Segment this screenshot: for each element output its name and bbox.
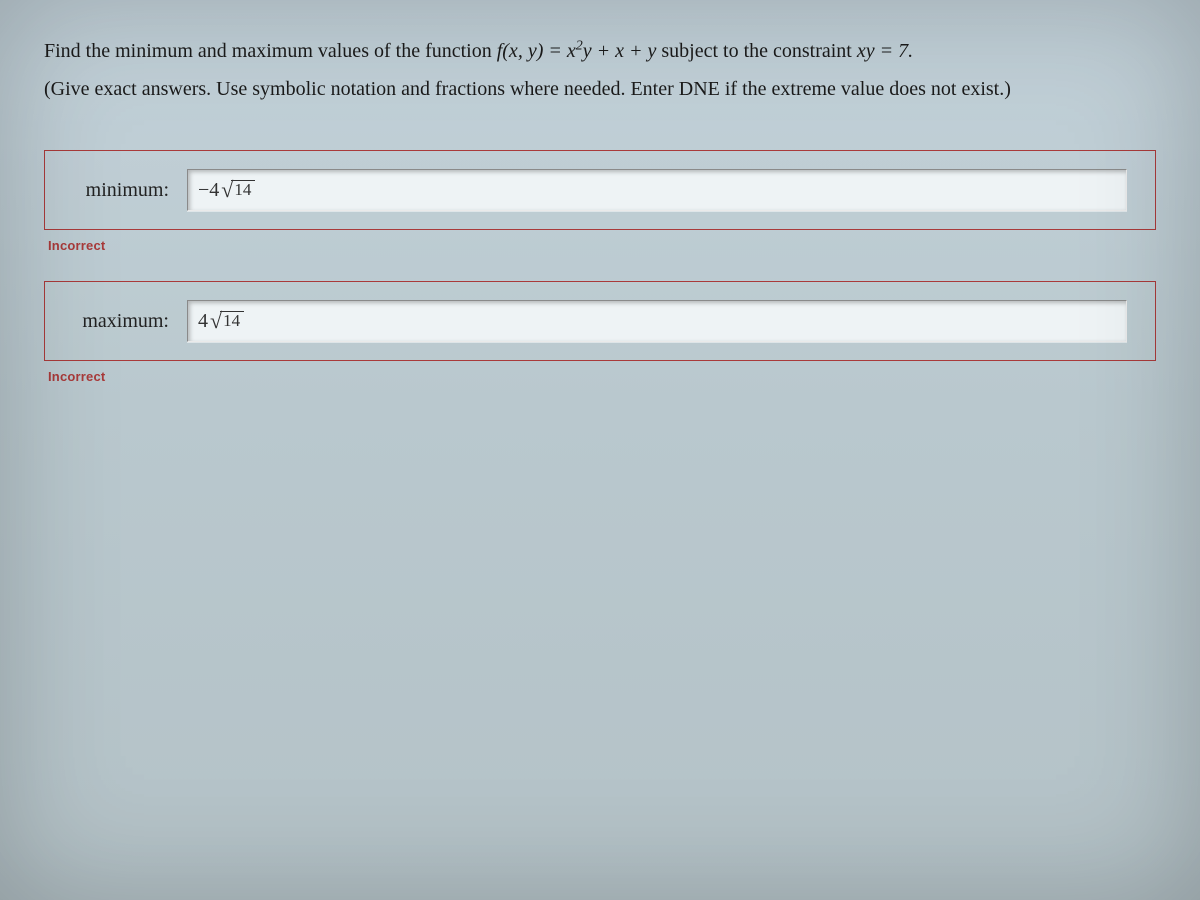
question-text: Find the minimum and maximum values of t… [44,32,1156,108]
maximum-input[interactable]: 4 √ 14 [187,300,1127,342]
question-line1-mid: subject to the constraint [661,40,857,62]
maximum-status: Incorrect [48,369,1156,384]
minimum-answer-row: minimum: −4 √ 14 [73,169,1127,211]
minimum-radicand: 14 [231,180,255,200]
question-line2: (Give exact answers. Use symbolic notati… [44,78,1011,100]
maximum-value-prefix: 4 [198,310,208,333]
minimum-label: minimum: [73,179,169,202]
maximum-answer-row: maximum: 4 √ 14 [73,300,1127,342]
sqrt-icon: √ 14 [210,310,244,332]
constraint-expression: xy = 7. [857,40,913,62]
question-page: Find the minimum and maximum values of t… [0,0,1200,384]
minimum-input[interactable]: −4 √ 14 [187,169,1127,211]
maximum-label: maximum: [73,310,169,333]
minimum-status: Incorrect [48,238,1156,253]
function-expression: f(x, y) = x2y + x + y [497,40,662,62]
sqrt-icon: √ 14 [221,179,255,201]
maximum-radicand: 14 [220,311,244,331]
minimum-value-prefix: −4 [198,179,219,202]
question-line1-pre: Find the minimum and maximum values of t… [44,40,497,62]
maximum-answer-block: maximum: 4 √ 14 [44,281,1156,361]
minimum-answer-block: minimum: −4 √ 14 [44,150,1156,230]
